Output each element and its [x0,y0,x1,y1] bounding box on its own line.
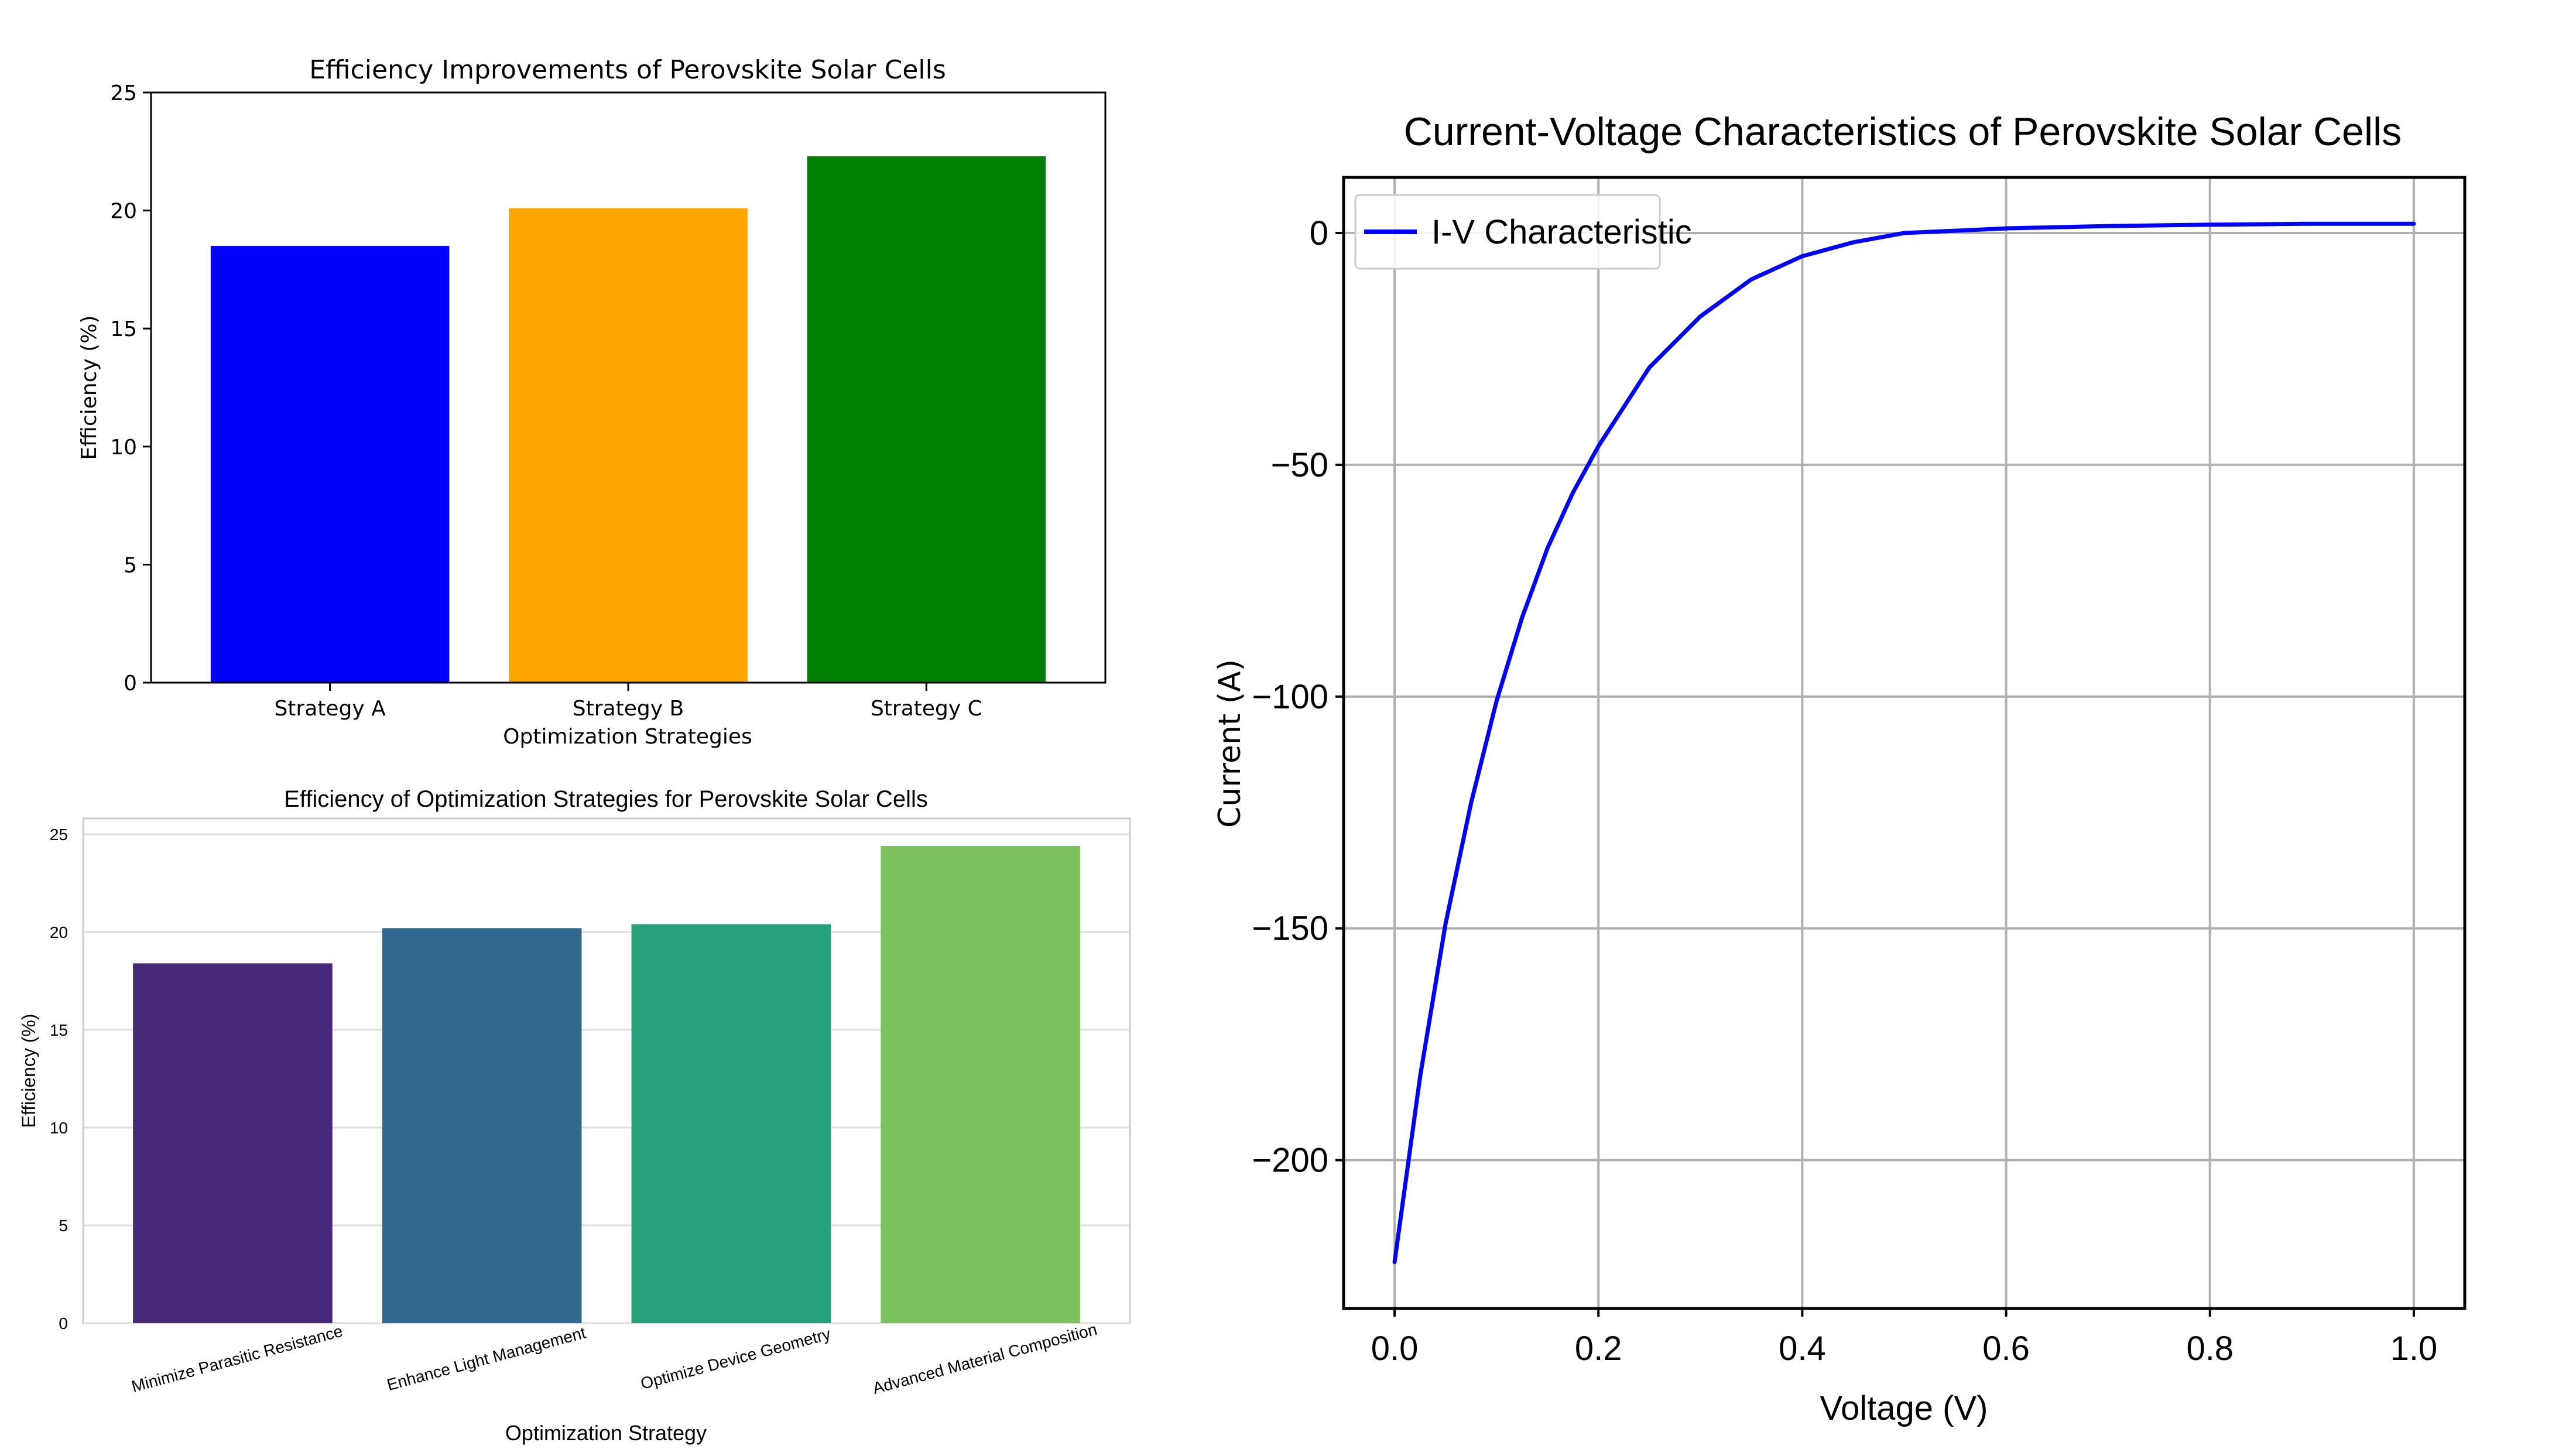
chart2-y-tick-label: 15 [50,1021,68,1039]
chart3-y-tick-label: −50 [1271,446,1328,484]
chart2-bar-4 [881,846,1080,1323]
chart2-y-tick-label: 25 [50,825,68,844]
chart2-y-tick-label: 5 [59,1217,68,1235]
chart1-y-tick-label: 20 [110,200,137,224]
chart3-legend-box [1354,194,1661,270]
chart1-title: Efficiency Improvements of Perovskite So… [309,55,946,85]
chart2-x-tick-label: Advanced Material Composition [871,1320,1099,1397]
chart2-bar-3 [631,924,831,1323]
chart3-x-tick-label: 0.6 [1982,1330,2030,1368]
chart1-bar-2 [509,208,748,683]
chart3-x-tick-label: 0.2 [1575,1330,1622,1368]
chart1-x-tick-label: Strategy C [871,697,982,721]
chart3-plot-frame [1342,176,2467,1310]
chart2-y-axis-label: Efficiency (%) [18,1013,39,1128]
chart1-x-axis-label: Optimization Strategies [503,725,752,749]
chart3-y-axis-label: Current (A) [1212,659,1248,828]
chart3-x-tick-label: 1.0 [2390,1330,2438,1368]
chart2-y-tick-label: 20 [50,923,68,941]
chart1-y-tick-label: 0 [124,672,137,696]
chart1-y-tick-label: 10 [110,436,137,460]
chart2-title: Efficiency of Optimization Strategies fo… [284,786,928,812]
chart3-legend: I-V Characteristic [1354,194,1692,270]
chart2-bar-2 [382,928,582,1323]
chart1-y-tick-label: 25 [110,81,137,105]
chart-efficiency-improvements: Efficiency Improvements of Perovskite So… [77,55,1107,749]
chart2-y-tick-label: 0 [59,1314,68,1332]
chart1-y-tick-label: 15 [110,317,137,341]
chart3-y-tick-label: −200 [1252,1142,1328,1180]
chart3-title: Current-Voltage Characteristics of Perov… [1404,109,2402,154]
chart1-y-tick-label: 5 [124,553,137,577]
chart1-x-tick-label: Strategy B [573,697,684,721]
chart3-y-tick-label: −150 [1252,910,1328,948]
chart2-x-tick-label: Optimize Device Geometry [639,1325,833,1393]
chart-optimization-strategies: Efficiency of Optimization Strategies fo… [18,786,1131,1445]
chart3-legend-label: I-V Characteristic [1431,213,1692,251]
chart-iv-characteristics: Current-Voltage Characteristics of Perov… [1212,109,2467,1427]
chart3-x-tick-label: 0.4 [1779,1330,1826,1368]
chart3-x-tick-label: 0.0 [1371,1330,1419,1368]
chart1-bar-1 [210,246,450,683]
chart1-y-axis-label: Efficiency (%) [77,315,101,460]
chart2-bar-1 [133,963,333,1323]
chart1-x-tick-label: Strategy A [274,697,386,721]
chart3-series-line [1392,221,2416,1265]
chart3-x-tick-label: 0.8 [2186,1330,2234,1368]
chart2-y-tick-label: 10 [50,1119,68,1137]
chart3-y-tick-label: 0 [1310,214,1328,252]
chart1-bar-3 [807,156,1046,683]
chart3-y-tick-label: −100 [1252,678,1328,716]
chart3-x-axis-label: Voltage (V) [1820,1389,1988,1427]
chart2-x-axis-label: Optimization Strategy [505,1421,707,1445]
chart2-x-tick-label: Minimize Parasitic Resistance [129,1322,344,1396]
chart2-x-tick-label: Enhance Light Management [385,1323,588,1394]
